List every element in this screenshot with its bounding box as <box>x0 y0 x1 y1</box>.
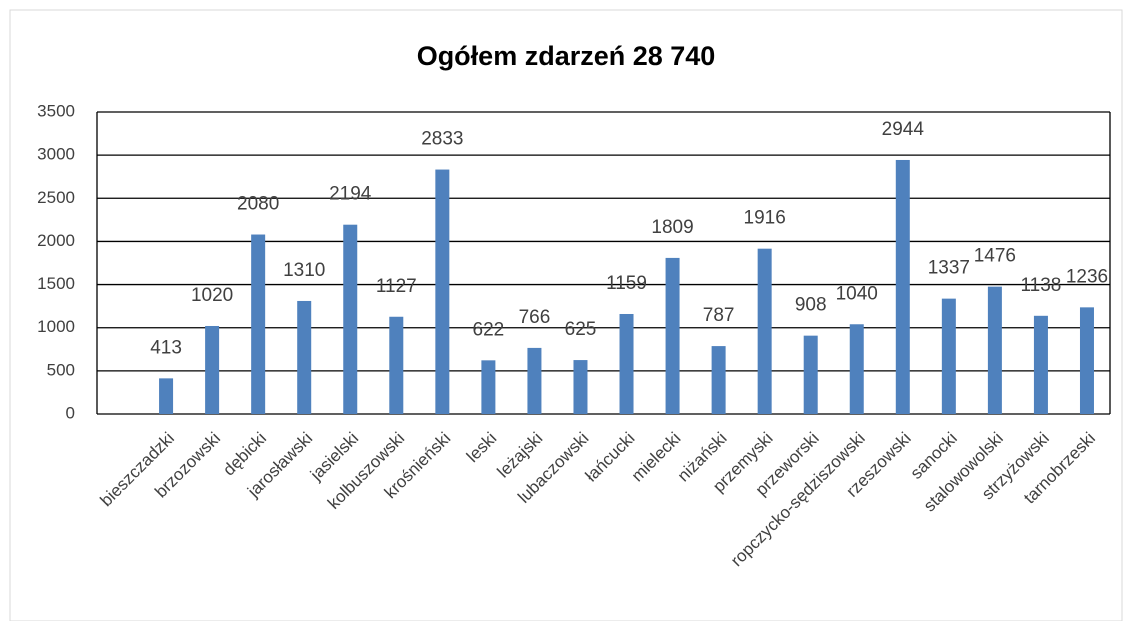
bar <box>1079 307 1094 414</box>
bar <box>297 300 312 414</box>
data-label: 1337 <box>928 258 970 279</box>
data-label: 2944 <box>882 119 925 140</box>
bar <box>251 234 266 414</box>
y-tick-label: 0 <box>66 403 75 422</box>
data-label: 1310 <box>283 260 325 281</box>
bar <box>711 346 726 414</box>
data-label: 1476 <box>974 246 1016 267</box>
data-label: 766 <box>519 307 551 328</box>
bar <box>619 313 634 414</box>
y-tick-label: 1000 <box>37 317 75 336</box>
data-label: 1138 <box>1021 275 1062 296</box>
bar <box>1033 315 1048 414</box>
data-label: 1236 <box>1066 266 1108 287</box>
data-label: 1159 <box>606 273 647 294</box>
y-tick-label: 500 <box>47 360 75 379</box>
chart-title: Ogółem zdarzeń 28 740 <box>417 41 716 71</box>
bar <box>895 159 910 414</box>
y-tick-label: 2500 <box>37 188 75 207</box>
data-label: 2080 <box>237 194 279 215</box>
bar <box>757 248 772 414</box>
data-label: 1040 <box>836 283 878 304</box>
bar <box>527 347 542 414</box>
data-label: 625 <box>565 319 597 340</box>
bar <box>573 360 588 414</box>
bar <box>389 316 404 414</box>
bar <box>803 335 818 414</box>
y-tick-label: 1500 <box>37 274 75 293</box>
bar <box>849 324 864 414</box>
bar <box>159 378 174 414</box>
bar <box>343 224 358 414</box>
data-label: 1127 <box>376 276 417 297</box>
y-tick-label: 3000 <box>37 145 75 164</box>
data-label: 413 <box>150 337 182 358</box>
data-label: 787 <box>703 305 735 326</box>
bar <box>987 286 1002 414</box>
data-label: 908 <box>795 295 827 316</box>
y-tick-label: 3500 <box>37 101 75 120</box>
data-label: 1916 <box>744 208 786 229</box>
bar <box>481 360 496 414</box>
data-label: 1809 <box>651 217 693 238</box>
bar <box>665 257 680 414</box>
y-tick-label: 2000 <box>37 231 75 250</box>
bar <box>435 169 450 414</box>
data-label: 2194 <box>329 184 372 205</box>
bar <box>941 298 956 414</box>
bar <box>205 325 220 414</box>
data-label: 622 <box>473 319 505 340</box>
data-label: 1020 <box>191 285 233 306</box>
data-label: 2833 <box>421 129 463 150</box>
